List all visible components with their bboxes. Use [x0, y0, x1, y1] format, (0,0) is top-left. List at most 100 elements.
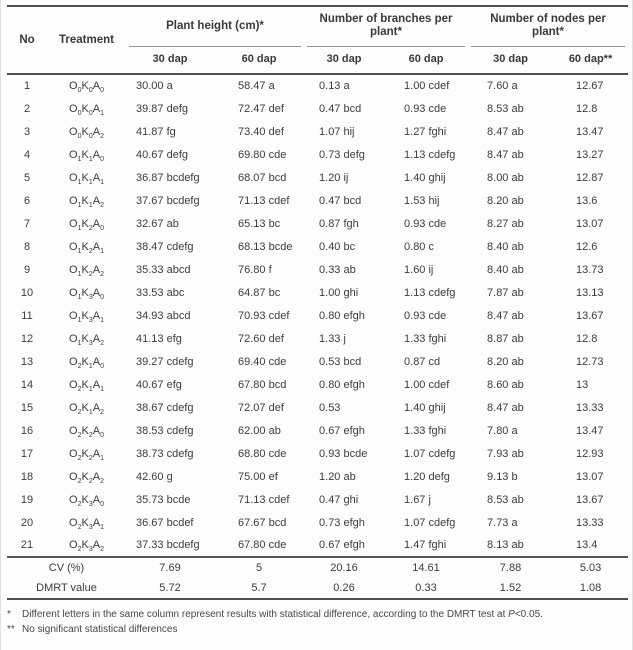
row-number: 17 — [20, 447, 34, 460]
footnote-2-text: No significant statistical differences — [22, 624, 178, 635]
value-cell: 13.73 — [576, 263, 604, 276]
col-header-no: No — [19, 34, 35, 46]
value-cell: 1.27 fghi — [404, 125, 447, 138]
value-cell: 67.67 bcd — [238, 516, 287, 529]
value-cell: 13.67 — [576, 309, 604, 322]
treatment-code: O0K0A0 — [69, 80, 104, 95]
group-header-plant-height: Plant height (cm)* — [126, 6, 304, 47]
value-cell: 70.93 cdef — [238, 309, 290, 322]
footnote-2-marker: ** — [7, 624, 15, 635]
row-number: 7 — [23, 217, 31, 230]
table-row: 8 O1K2A1 38.47 cdefg 68.13 bcde 0.40 bc 0.80 … — [7, 235, 628, 258]
results-table: No Treatment Plant height (cm)* Number o… — [7, 5, 629, 600]
value-cell: 68.07 bcd — [238, 171, 287, 184]
footnotes: * Different letters in the same column r… — [7, 607, 627, 637]
value-cell: 37.67 bcdefg — [136, 194, 200, 207]
footnote-1-text: Different letters in the same column rep… — [22, 609, 543, 620]
row-number: 21 — [20, 539, 34, 551]
treatment-code: O1K3A1 — [69, 309, 104, 324]
value-cell: 37.33 bcdefg — [136, 539, 200, 551]
row-number: 10 — [20, 286, 34, 299]
value-cell: 36.87 bcdefg — [136, 171, 200, 184]
value-cell: 0.87 fgh — [319, 217, 359, 230]
value-cell: 13.33 — [576, 516, 604, 529]
value-cell: 58.47 a — [238, 80, 275, 92]
treatment-code: O2K1A2 — [69, 401, 104, 416]
value-cell: 1.33 fghi — [404, 424, 447, 437]
summary-value: 5.72 — [159, 582, 181, 594]
value-cell: 68.13 bcde — [238, 240, 293, 253]
table-row: 10 O1K3A0 33.53 abc 64.87 bc 1.00 ghi 1.13 cd… — [7, 281, 628, 304]
group-header-nodes: Number of nodes per plant* — [468, 6, 628, 47]
value-cell: 8.40 ab — [487, 263, 524, 276]
row-number: 9 — [23, 263, 31, 276]
value-cell: 71.13 cdef — [238, 194, 290, 207]
value-cell: 8.00 ab — [487, 171, 524, 184]
value-cell: 39.27 cdefg — [136, 355, 194, 368]
value-cell: 38.73 cdefg — [136, 447, 194, 460]
value-cell: 0.53 — [319, 401, 341, 414]
treatment-code: O1K3A0 — [69, 286, 104, 301]
value-cell: 13 — [576, 378, 589, 391]
treatment-code: O2K2A2 — [69, 470, 104, 485]
value-cell: 8.47 ab — [487, 309, 524, 322]
value-cell: 13.6 — [576, 194, 598, 207]
summary-value: 1.08 — [579, 582, 602, 594]
value-cell: 0.73 defg — [319, 148, 365, 161]
value-cell: 1.00 cdef — [404, 378, 450, 391]
table-body: 1 O0K0A0 30.00 a 58.47 a 0.13 a 1.00 cdef 7.60… — [7, 74, 629, 557]
table-row: 16 O2K2A0 38.53 cdefg 62.00 ab 0.67 efgh 1.33… — [7, 419, 628, 442]
value-cell: 12.6 — [576, 240, 598, 253]
value-cell: 13.33 — [576, 401, 604, 414]
row-number: 15 — [20, 401, 34, 414]
value-cell: 12.8 — [576, 332, 598, 345]
table-row: 20 O2K3A1 36.67 bcdef 67.67 bcd 0.73 efgh 1.0… — [7, 511, 628, 534]
sub-header-ph-30dap: 30 dap — [152, 53, 188, 65]
value-cell: 13.4 — [576, 539, 598, 551]
value-cell: 0.73 efgh — [319, 516, 365, 529]
value-cell: 9.13 b — [487, 470, 518, 483]
value-cell: 8.47 ab — [487, 148, 524, 161]
treatment-code: O1K2A1 — [69, 240, 104, 255]
value-cell: 0.47 bcd — [319, 194, 362, 207]
table-header: No Treatment Plant height (cm)* Number o… — [7, 6, 629, 74]
summary-value: 7.69 — [159, 562, 181, 574]
value-cell: 1.07 cdefg — [404, 447, 456, 460]
value-cell: 41.87 fg — [136, 125, 176, 138]
value-cell: 1.20 defg — [404, 470, 450, 483]
col-header-treatment: Treatment — [59, 34, 114, 46]
table-row: 18 O2K2A2 42.60 g 75.00 ef 1.20 ab 1.20 defg 9… — [7, 465, 628, 488]
value-cell: 38.53 cdefg — [136, 424, 194, 437]
value-cell: 0.80 c — [404, 240, 434, 253]
value-cell: 12.73 — [576, 355, 604, 368]
row-number: 6 — [23, 194, 31, 207]
value-cell: 72.60 def — [238, 332, 284, 345]
value-cell: 13.13 — [576, 286, 604, 299]
table-row: 21 O2K3A2 37.33 bcdefg 67.80 cde 0.67 efgh 1.… — [7, 534, 628, 557]
value-cell: 0.53 bcd — [319, 355, 362, 368]
value-cell: 1.07 hij — [319, 125, 355, 138]
value-cell: 1.60 ij — [404, 263, 434, 276]
value-cell: 75.00 ef — [238, 470, 278, 483]
value-cell: 36.67 bcdef — [136, 516, 194, 529]
summary-value: 20.16 — [330, 562, 358, 574]
value-cell: 7.60 a — [487, 80, 518, 92]
sub-header-ph-60dap: 60 dap — [241, 53, 277, 65]
value-cell: 7.73 a — [487, 516, 518, 529]
summary-label: CV (%) — [48, 562, 85, 574]
row-number: 13 — [20, 355, 34, 368]
table-row: 6 O1K1A2 37.67 bcdefg 71.13 cdef 0.47 bcd 1.5… — [7, 189, 628, 212]
value-cell: 64.87 bc — [238, 286, 281, 299]
table-row: 4 O1K1A0 40.67 defg 69.80 cde 0.73 defg 1.13 … — [7, 143, 628, 166]
sub-header-nd-30dap: 30 dap — [493, 53, 528, 65]
table-row: 19 O2K3A0 35.73 bcde 71.13 cdef 0.47 ghi 1.67… — [7, 488, 628, 511]
value-cell: 13.47 — [576, 424, 604, 437]
value-cell: 13.67 — [576, 493, 604, 506]
group-header-branches: Number of branches per plant* — [304, 6, 468, 47]
summary-value: 0.33 — [415, 582, 437, 594]
value-cell: 73.40 def — [238, 125, 284, 138]
treatment-code: O1K2A0 — [69, 217, 104, 232]
treatment-code: O1K3A2 — [69, 332, 104, 347]
value-cell: 1.47 fghi — [404, 539, 447, 551]
row-number: 16 — [20, 424, 34, 437]
